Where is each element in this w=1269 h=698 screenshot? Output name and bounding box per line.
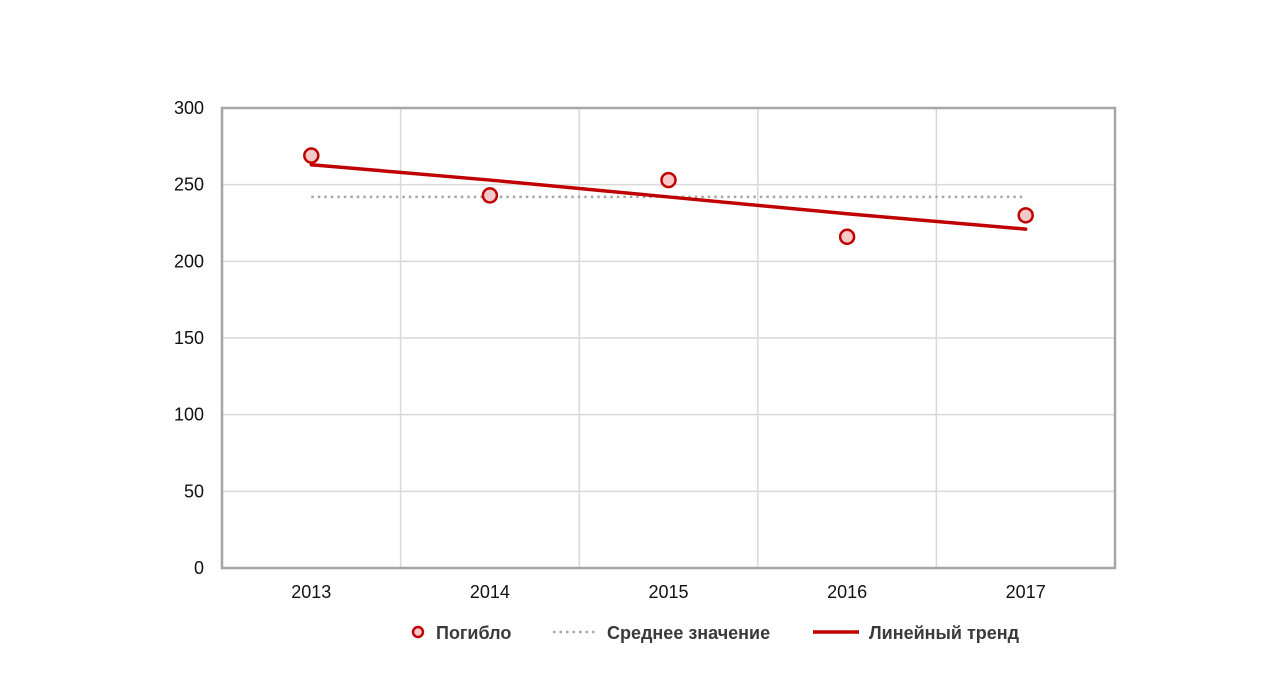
series-line-trend [309, 162, 1028, 231]
y-tick-label: 100 [174, 405, 204, 425]
data-point-marker [1017, 207, 1034, 224]
legend: Погибло Среднее значение Линейный тренд [411, 623, 1020, 643]
x-tick-label: 2017 [1006, 582, 1046, 602]
legend-label: Линейный тренд [869, 623, 1020, 643]
y-tick-label: 300 [174, 98, 204, 118]
data-point-marker [838, 228, 856, 246]
x-tick-label: 2016 [827, 582, 867, 602]
x-tick-label: 2013 [291, 582, 331, 602]
y-tick-label: 0 [194, 558, 204, 578]
grid-layer [222, 107, 1115, 569]
legend-label: Погибло [436, 623, 511, 643]
plot-frame [220, 106, 1117, 570]
x-tick-label: 2014 [470, 582, 510, 602]
legend-marker-deaths [411, 625, 425, 639]
y-tick-label: 50 [184, 481, 204, 501]
legend-label: Среднее значение [607, 623, 770, 643]
series-layer [303, 147, 1034, 246]
y-tick-label: 200 [174, 251, 204, 271]
x-axis-tick-labels: 2013 2014 2015 2016 2017 [291, 582, 1045, 602]
y-tick-label: 150 [174, 328, 204, 348]
data-point-marker [303, 147, 320, 164]
y-tick-label: 250 [174, 175, 204, 195]
y-axis-tick-labels: 0 50 100 150 200 250 300 [174, 98, 204, 578]
data-point-marker [660, 171, 677, 189]
data-point-marker [481, 187, 499, 204]
x-tick-label: 2015 [648, 582, 688, 602]
